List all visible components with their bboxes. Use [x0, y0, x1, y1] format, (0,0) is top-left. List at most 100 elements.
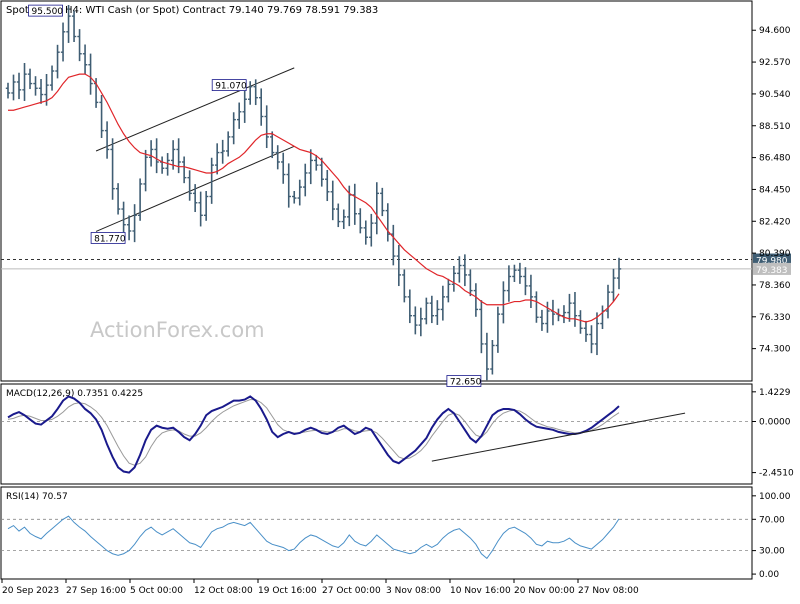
timeframe-label: H4: [65, 5, 82, 16]
annotation-label: 91.070 [215, 82, 247, 92]
ohlc-bar [33, 76, 38, 96]
time-axis-label: 20 Nov 00:00 [514, 586, 575, 596]
ohlc-bar [528, 274, 534, 309]
time-axis-label: 27 Oct 00:00 [322, 586, 381, 596]
macd-trendline [431, 412, 686, 462]
ohlc-bar [490, 340, 495, 375]
ohlc-bar [104, 121, 110, 159]
price-axis-label: 80.390 [759, 249, 791, 259]
ohlc-bar [457, 256, 462, 283]
ohlc-bar [148, 140, 154, 167]
ohlc-bar [385, 203, 391, 242]
level-price-label: 79.980 [756, 257, 788, 267]
watermark: ActionForex.com [90, 318, 265, 342]
ohlc-values: 79.140 79.769 78.591 79.383 [229, 5, 379, 16]
ohlc-bar [583, 320, 589, 342]
ohlc-bar [440, 285, 446, 321]
macd-signal-line [7, 399, 620, 466]
level-price-label: 79.383 [756, 266, 788, 276]
ohlc-bar [501, 281, 506, 324]
ohlc-bar [281, 152, 286, 184]
price-axis-label: 78.360 [759, 281, 791, 291]
time-axis-label: 27 Sep 16:00 [66, 586, 126, 596]
ohlc-bar [275, 145, 280, 170]
ohlc-bar [209, 157, 214, 204]
ohlc-bar [512, 264, 517, 282]
ohlc-bar [545, 301, 550, 333]
ohlc-bar [137, 178, 143, 221]
time-axis-label: 3 Nov 08:00 [386, 586, 441, 596]
time-axis-label: 20 Sep 2023 [2, 586, 59, 596]
macd-panel [0, 383, 753, 485]
ohlc-bar [16, 72, 22, 100]
ohlc-bar [99, 95, 104, 138]
rsi-panel [0, 486, 753, 580]
ohlc-bar [451, 265, 457, 292]
time-axis-label: 12 Oct 08:00 [194, 586, 253, 596]
macd-axis-label: -2.4510 [759, 469, 794, 479]
price-axis-label: 82.420 [759, 217, 791, 227]
ohlc-bar [143, 149, 148, 192]
ohlc-bar [319, 157, 324, 187]
ohlc-bar [242, 88, 247, 123]
ohlc-bar [314, 154, 319, 171]
ohlc-bar [534, 291, 539, 323]
macd-axis-label: 1.4229 [759, 388, 791, 398]
annotation-label: 72.650 [450, 378, 482, 388]
ohlc-bar [11, 74, 16, 101]
ohlc-bar [616, 257, 622, 290]
ohlc-bar [396, 244, 402, 287]
ohlc-bar [407, 289, 413, 324]
ohlc-bar [523, 267, 528, 296]
ohlc-bar [495, 306, 501, 353]
ohlc-bar [187, 170, 192, 201]
price-axis-label: 86.480 [759, 154, 791, 164]
ohlc-bar [484, 332, 490, 381]
ohlc-bar [611, 268, 616, 302]
ohlc-bar [330, 180, 335, 221]
ohlc-bar [88, 53, 93, 95]
price-axis-label: 88.510 [759, 122, 791, 132]
annotation-box [211, 79, 247, 91]
macd-label: MACD(12,26,9) 0.7351 0.4225 [6, 389, 143, 399]
time-axis-label: 5 Oct 00:00 [130, 586, 183, 596]
annotation-box [446, 375, 482, 387]
ohlc-bar [303, 163, 308, 197]
ohlc-bar [539, 309, 545, 331]
ohlc-bar [220, 139, 225, 164]
ohlc-bar [132, 204, 137, 243]
channel-line [95, 67, 295, 152]
price-axis-label: 84.450 [759, 185, 791, 195]
ohlc-bar [424, 297, 429, 325]
ohlc-bar [38, 79, 44, 104]
ohlc-bar [358, 208, 363, 234]
annotation-box [28, 4, 63, 17]
level-price-tag [753, 253, 791, 266]
ohlc-bar [506, 265, 512, 302]
contract-description: WTI Cash (or Spot) Contract [85, 5, 225, 16]
ohlc-bar [126, 215, 132, 241]
ohlc-bar [259, 88, 264, 126]
ohlc-bar [341, 209, 346, 229]
ohlc-bar [292, 191, 297, 204]
rsi-label: RSI(14) 70.57 [6, 492, 68, 502]
ohlc-bar [589, 325, 594, 354]
ohlc-bar [380, 187, 385, 217]
ohlc-bar [473, 283, 479, 317]
annotation-label: 95.500 [32, 7, 64, 17]
ohlc-bar [429, 295, 435, 324]
ohlc-bar [286, 163, 291, 208]
ohlc-bar [363, 220, 368, 245]
ohlc-bar [176, 138, 181, 174]
ohlc-bar [115, 183, 121, 215]
rsi-series-layer [1, 515, 752, 560]
macd-axis-label: 0.0000 [759, 417, 791, 427]
ohlc-bar [435, 300, 440, 325]
ohlc-bar [60, 22, 66, 62]
ohlc-bar [71, 10, 77, 42]
price-axis-label: 94.600 [759, 26, 791, 36]
level-price-tag [753, 262, 791, 275]
ohlc-bar [567, 293, 572, 322]
ohlc-bar [264, 105, 269, 149]
ohlc-bar [253, 79, 258, 106]
